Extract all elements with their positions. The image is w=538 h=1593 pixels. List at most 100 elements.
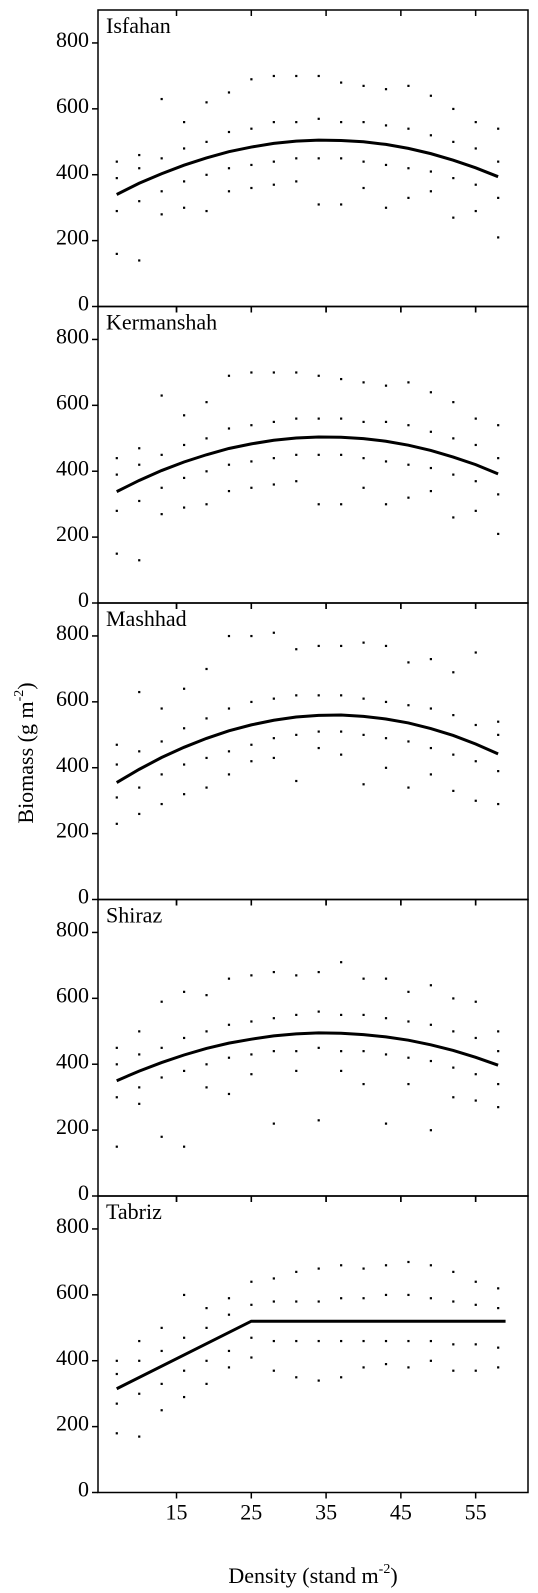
scatter-point <box>205 1063 208 1066</box>
x-tick-label: 55 <box>465 1500 487 1525</box>
scatter-point <box>317 453 320 456</box>
scatter-point <box>115 473 118 476</box>
scatter-point <box>429 746 432 750</box>
scatter-point <box>183 1369 186 1372</box>
scatter-point <box>429 94 432 97</box>
scatter-point <box>384 700 388 704</box>
scatter-point <box>340 1069 343 1073</box>
scatter-point <box>452 516 455 519</box>
scatter-point <box>317 1010 320 1013</box>
scatter-point <box>407 1366 410 1369</box>
scatter-point <box>452 671 455 674</box>
y-tick-label: 600 <box>56 982 89 1007</box>
scatter-point <box>227 634 231 638</box>
y-tick-label: 800 <box>56 620 89 645</box>
scatter-point <box>250 1280 253 1283</box>
scatter-point <box>474 1303 477 1306</box>
scatter-point <box>497 1307 500 1310</box>
scatter-point <box>250 1020 253 1023</box>
scatter-point <box>497 196 500 199</box>
scatter-point <box>474 760 477 763</box>
scatter-point <box>272 371 275 374</box>
scatter-point <box>497 236 500 239</box>
scatter-point <box>295 1270 298 1273</box>
scatter-point <box>429 773 432 776</box>
scatter-point <box>362 121 365 124</box>
scatter-point <box>384 460 388 463</box>
scatter-point <box>183 1336 186 1339</box>
scatter-point <box>384 503 388 506</box>
scatter-point <box>272 1369 275 1372</box>
y-tick-label: 800 <box>56 1213 89 1238</box>
scatter-point <box>407 786 410 789</box>
scatter-point <box>362 186 365 190</box>
scatter-point <box>474 1369 477 1372</box>
scatter-point <box>115 1372 118 1376</box>
scatter-point <box>340 453 343 456</box>
scatter-point <box>295 733 298 736</box>
scatter-point <box>250 700 253 704</box>
scatter-point <box>183 414 186 417</box>
scatter-point <box>384 124 388 127</box>
scatter-point <box>250 1336 253 1339</box>
scatter-point <box>407 1339 410 1343</box>
scatter-point <box>384 1293 388 1297</box>
scatter-point <box>272 1017 275 1020</box>
scatter-point <box>362 1339 365 1343</box>
scatter-point <box>115 509 118 512</box>
scatter-point <box>384 737 388 740</box>
scatter-point <box>384 1264 388 1267</box>
scatter-point <box>429 1059 432 1063</box>
y-label-sup: -2 <box>12 690 27 702</box>
scatter-point <box>115 177 118 180</box>
x-tick-label: 45 <box>390 1500 412 1525</box>
panel-title: Shiraz <box>106 903 162 928</box>
panel-title: Kermanshah <box>106 310 217 335</box>
scatter-point <box>497 802 500 806</box>
scatter-point <box>205 667 208 671</box>
scatter-point <box>340 417 343 420</box>
scatter-point <box>497 532 500 536</box>
scatter-point <box>183 727 186 730</box>
scatter-point <box>205 1307 208 1310</box>
scatter-point <box>362 1082 365 1086</box>
scatter-point <box>138 499 141 503</box>
scatter-point <box>317 417 320 420</box>
scatter-point <box>205 140 208 143</box>
scatter-point <box>407 990 410 993</box>
scatter-point <box>227 190 231 193</box>
scatter-point <box>340 730 343 733</box>
scatter-point <box>250 127 253 130</box>
panel-title: Isfahan <box>106 13 171 38</box>
scatter-point <box>317 970 320 974</box>
scatter-point <box>340 1013 343 1017</box>
scatter-point <box>160 394 163 397</box>
scatter-point <box>429 1339 432 1343</box>
scatter-point <box>227 1092 231 1096</box>
scatter-point <box>384 163 388 167</box>
scatter-point <box>384 1363 388 1366</box>
scatter-point <box>429 707 432 710</box>
scatter-point <box>138 559 141 562</box>
y-tick-label: 600 <box>56 93 89 118</box>
scatter-point <box>160 707 163 710</box>
scatter-point <box>429 489 432 493</box>
scatter-point <box>407 424 410 427</box>
scatter-point <box>429 984 432 987</box>
scatter-point <box>295 1050 298 1053</box>
scatter-point <box>452 216 455 219</box>
scatter-point <box>362 977 365 980</box>
scatter-point <box>138 786 141 789</box>
scatter-point <box>362 457 365 460</box>
scatter-point <box>227 463 231 466</box>
scatter-point <box>272 1339 275 1343</box>
scatter-point <box>429 1297 432 1300</box>
scatter-point <box>362 1366 365 1369</box>
scatter-point <box>272 74 275 78</box>
scatter-point <box>317 503 320 506</box>
scatter-point <box>205 994 208 997</box>
scatter-point <box>317 374 320 377</box>
scatter-point <box>429 190 432 193</box>
y-tick-label: 600 <box>56 686 89 711</box>
scatter-point <box>183 121 186 124</box>
